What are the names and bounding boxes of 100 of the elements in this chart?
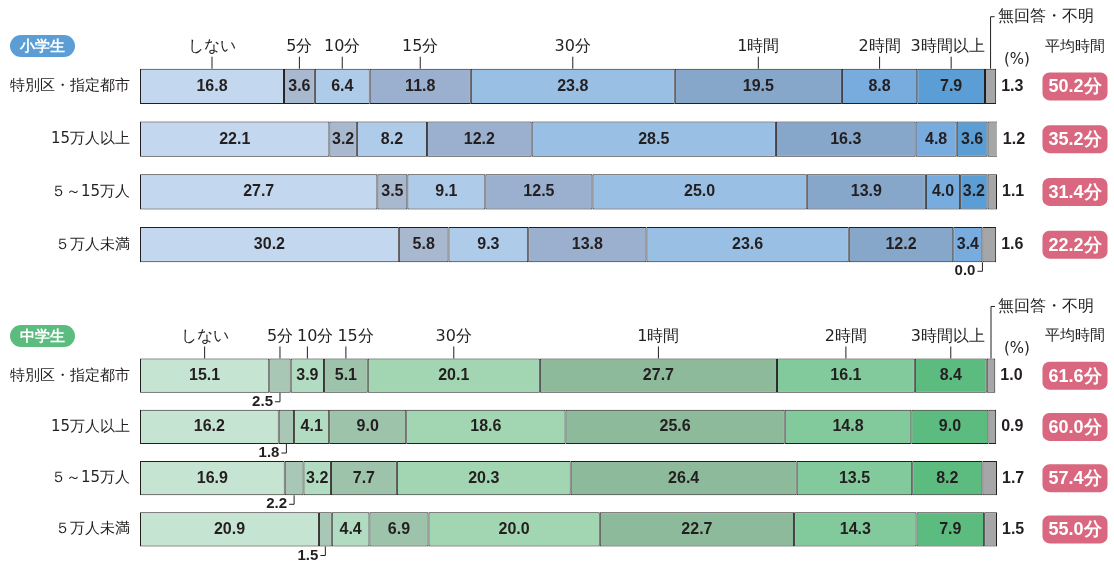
data-label: 6.9: [387, 519, 411, 537]
data-label: 14.8: [832, 417, 864, 435]
data-label: 4.0: [931, 182, 955, 200]
text: 35.2分: [1048, 129, 1103, 150]
data-label: 9.3: [477, 235, 500, 253]
data-label: 3.4: [956, 235, 980, 253]
data-label: 9.0: [938, 417, 962, 435]
data-label: 0.9: [1001, 417, 1024, 435]
y-tick-label: 特別区・指定都市: [10, 365, 130, 384]
series-label: 2時間: [824, 325, 867, 345]
y-tick-label: 15万人以上: [50, 416, 130, 435]
data-label: 4.8: [925, 129, 948, 147]
data-label: 8.8: [868, 76, 891, 94]
data-label: 16.1: [830, 366, 862, 384]
text: 60.0分: [1048, 416, 1103, 437]
text: (%): [1004, 339, 1030, 358]
data-label: 26.4: [668, 468, 700, 486]
data-label: 8.2: [936, 468, 959, 486]
data-label: 25.0: [684, 182, 716, 200]
data-label: 12.2: [463, 129, 496, 147]
data-label: 1.0: [1000, 366, 1023, 384]
data-label: 16.2: [193, 417, 226, 435]
data-label: 8.2: [380, 129, 404, 147]
data-label: 5.1: [334, 366, 358, 384]
y-tick-label: ５～15万人: [50, 468, 130, 487]
chart-title: 小学生: [10, 35, 75, 57]
series-label: 3時間以上: [910, 325, 986, 345]
data-label: 0.0: [954, 261, 976, 279]
data-label: 4.1: [300, 417, 323, 435]
data-label: 18.6: [470, 417, 502, 435]
text: 22.2分: [1048, 234, 1103, 255]
series-label: 5分: [286, 35, 313, 55]
y-tick-label: ５万人未満: [55, 519, 130, 538]
data-label: 16.3: [830, 129, 862, 147]
data-label: 20.9: [213, 519, 246, 537]
y-tick-label: 特別区・指定都市: [10, 76, 130, 95]
data-label: 13.9: [850, 182, 882, 200]
series-label: 15分: [402, 35, 439, 55]
data-label: 12.5: [523, 182, 555, 200]
data-label: 3.9: [296, 366, 319, 384]
series-label: 15分: [337, 325, 374, 345]
data-label: 1.3: [1001, 76, 1024, 94]
data-label: 15.1: [189, 366, 221, 384]
data-label: 7.7: [352, 468, 376, 486]
series-label: 10分: [297, 325, 334, 345]
data-label: 12.2: [885, 235, 917, 253]
data-label: 1.6: [1001, 235, 1024, 253]
data-label: 23.8: [557, 76, 589, 94]
data-label: 8.4: [939, 366, 962, 384]
y-tick-label: ５万人未満: [55, 234, 130, 253]
text: (%): [1004, 49, 1030, 68]
series-label: 3時間以上: [910, 35, 985, 55]
data-label: 4.4: [339, 519, 362, 537]
data-label: 23.6: [732, 235, 764, 253]
data-label: 1.1: [1002, 182, 1025, 200]
data-label: 16.8: [196, 76, 228, 94]
series-label: 30分: [554, 35, 591, 55]
data-label: 6.4: [331, 76, 354, 94]
data-label: 3.2: [306, 468, 329, 486]
text: 61.6分: [1048, 365, 1103, 386]
data-label: 3.6: [288, 76, 311, 94]
data-label: 30.2: [253, 235, 286, 253]
data-label: 13.5: [838, 468, 871, 486]
series-label: 30分: [435, 325, 472, 345]
series-label: 5分: [266, 325, 294, 345]
y-tick-label: 15万人以上: [50, 129, 130, 148]
data-label: 5.8: [412, 235, 435, 253]
series-label: 1時間: [637, 325, 680, 345]
data-label: 2.5: [252, 391, 273, 409]
series-label: 2時間: [858, 35, 901, 55]
data-label: 2.2: [266, 494, 288, 512]
data-label: 22.1: [219, 129, 251, 147]
data-label: 13.8: [571, 235, 604, 253]
text: 平均時間: [1045, 326, 1105, 345]
data-label: 20.0: [498, 519, 530, 537]
data-label: 27.7: [243, 182, 275, 200]
text: 無回答・不明: [997, 5, 1094, 25]
data-label: 1.5: [1002, 519, 1025, 537]
data-label: 3.2: [331, 129, 355, 147]
data-label: 20.1: [438, 366, 470, 384]
series-label: 1時間: [737, 35, 780, 55]
data-label: 25.6: [659, 417, 691, 435]
data-label: 7.9: [939, 519, 962, 537]
y-tick-label: ５～15万人: [50, 181, 130, 200]
data-label: 9.0: [356, 417, 379, 435]
data-label: 27.7: [642, 366, 675, 384]
data-label: 3.2: [962, 182, 986, 200]
data-label: 22.7: [681, 519, 713, 537]
series-label: しない: [187, 35, 236, 55]
text: 57.4分: [1048, 468, 1103, 489]
data-label: 20.3: [468, 468, 500, 486]
text: 55.0分: [1048, 519, 1103, 540]
data-label: 16.9: [196, 468, 229, 486]
data-label: 1.8: [258, 443, 280, 461]
text: 50.2分: [1048, 76, 1103, 97]
data-label: 1.7: [1002, 468, 1025, 486]
data-label: 1.5: [297, 545, 319, 563]
data-label: 11.8: [405, 76, 436, 94]
series-label: 10分: [324, 35, 361, 55]
text: 31.4分: [1048, 181, 1103, 202]
